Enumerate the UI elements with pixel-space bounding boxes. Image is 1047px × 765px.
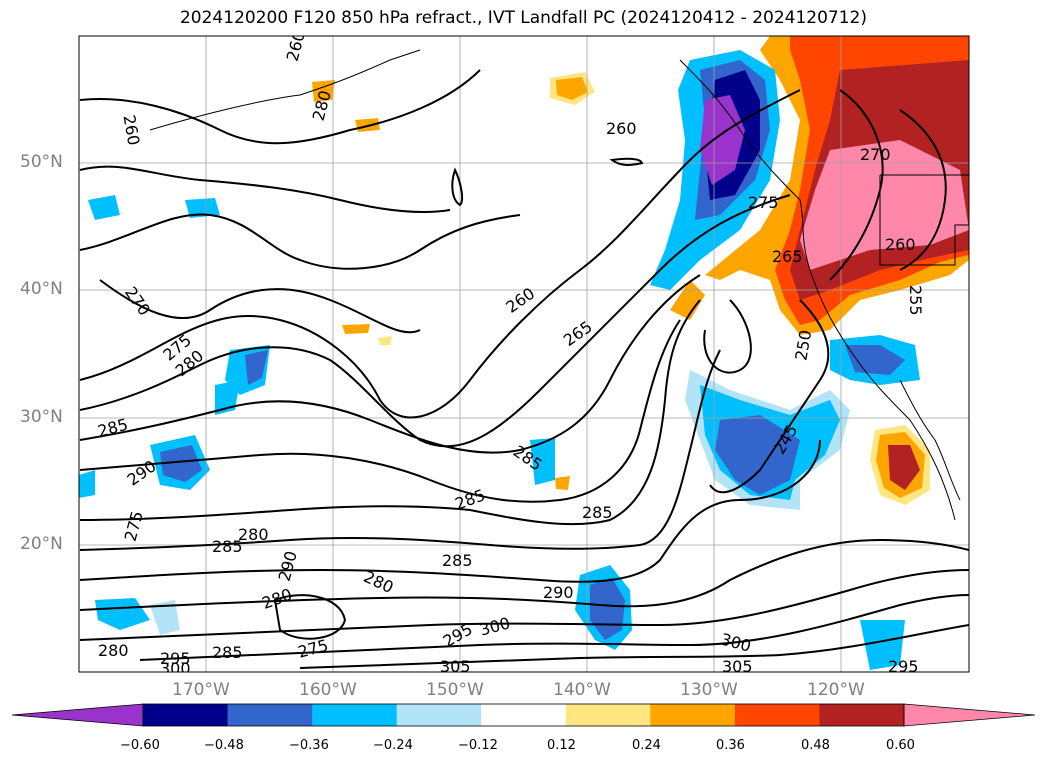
colorbar-segment	[143, 704, 229, 726]
contour-label: 260	[606, 119, 637, 138]
contour-label: 285	[442, 551, 473, 570]
map-title: 2024120200 F120 850 hPa refract., IVT La…	[179, 8, 867, 28]
contour-label: 305	[722, 657, 753, 676]
positive-anomaly-southeast	[870, 425, 930, 505]
colorbar-under-extend	[11, 703, 144, 727]
contour-label: 280	[98, 641, 129, 660]
colorbar-segment	[312, 704, 398, 726]
contour-label: 260	[885, 235, 916, 254]
positive-anomaly-northeast	[670, 36, 969, 335]
colorbar-segment	[819, 704, 905, 726]
gridlines	[79, 36, 969, 672]
colorbar-segment	[565, 704, 651, 726]
contour-label: 285	[212, 643, 243, 662]
colorbar-tick: −0.36	[289, 738, 329, 753]
colorbar-segment	[396, 704, 482, 726]
contour-label: 305	[440, 657, 471, 676]
contour-label: 300	[160, 659, 191, 678]
contour-label: 280	[238, 525, 269, 544]
lat-label-30n: 30°N	[20, 407, 63, 427]
colorbar-tick: 0.60	[886, 738, 915, 753]
lon-label-160w: 160°W	[299, 680, 357, 700]
positive-anomaly-small	[312, 72, 595, 490]
negative-anomaly-central	[685, 335, 920, 510]
colorbar-tick: 0.36	[716, 738, 745, 753]
lat-label-20n: 20°N	[20, 534, 63, 554]
colorbar-over-extend	[903, 703, 1036, 727]
colorbar	[11, 703, 1036, 727]
contour-label: 285	[212, 537, 243, 556]
colorbar-tick: −0.48	[204, 738, 244, 753]
lon-label-120w: 120°W	[807, 680, 865, 700]
colorbar-tick: −0.12	[458, 738, 498, 753]
colorbar-tick: 0.24	[632, 738, 661, 753]
colorbar-tick: −0.60	[120, 738, 160, 753]
contour-label: 290	[543, 583, 574, 602]
lon-label-150w: 150°W	[426, 680, 484, 700]
contour-label: 265	[772, 247, 803, 266]
lat-label-50n: 50°N	[20, 152, 63, 172]
colorbar-tick: 0.12	[547, 738, 576, 753]
contour-labels: 260 260 265 270 275 265 260 250 245 255 …	[96, 36, 925, 678]
colorbar-segment	[481, 704, 567, 726]
lon-label-140w: 140°W	[553, 680, 611, 700]
lat-label-40n: 40°N	[20, 279, 63, 299]
lon-label-130w: 130°W	[680, 680, 738, 700]
colorbar-segment	[227, 704, 313, 726]
colorbar-tick: −0.24	[373, 738, 413, 753]
contour-label: 295	[160, 649, 191, 668]
contour-label: 275	[748, 193, 779, 212]
contour-label: 295	[888, 657, 919, 676]
contour-label: 285	[582, 503, 613, 522]
colorbar-frame	[142, 703, 905, 727]
plot-frame	[78, 35, 970, 673]
colorbar-segment	[734, 704, 820, 726]
contours	[79, 69, 969, 669]
contour-label: 270	[860, 145, 891, 164]
colorbar-segment	[650, 704, 736, 726]
colorbar-tick: 0.48	[801, 738, 830, 753]
contour-label: 255	[906, 285, 925, 316]
lon-label-170w: 170°W	[172, 680, 230, 700]
